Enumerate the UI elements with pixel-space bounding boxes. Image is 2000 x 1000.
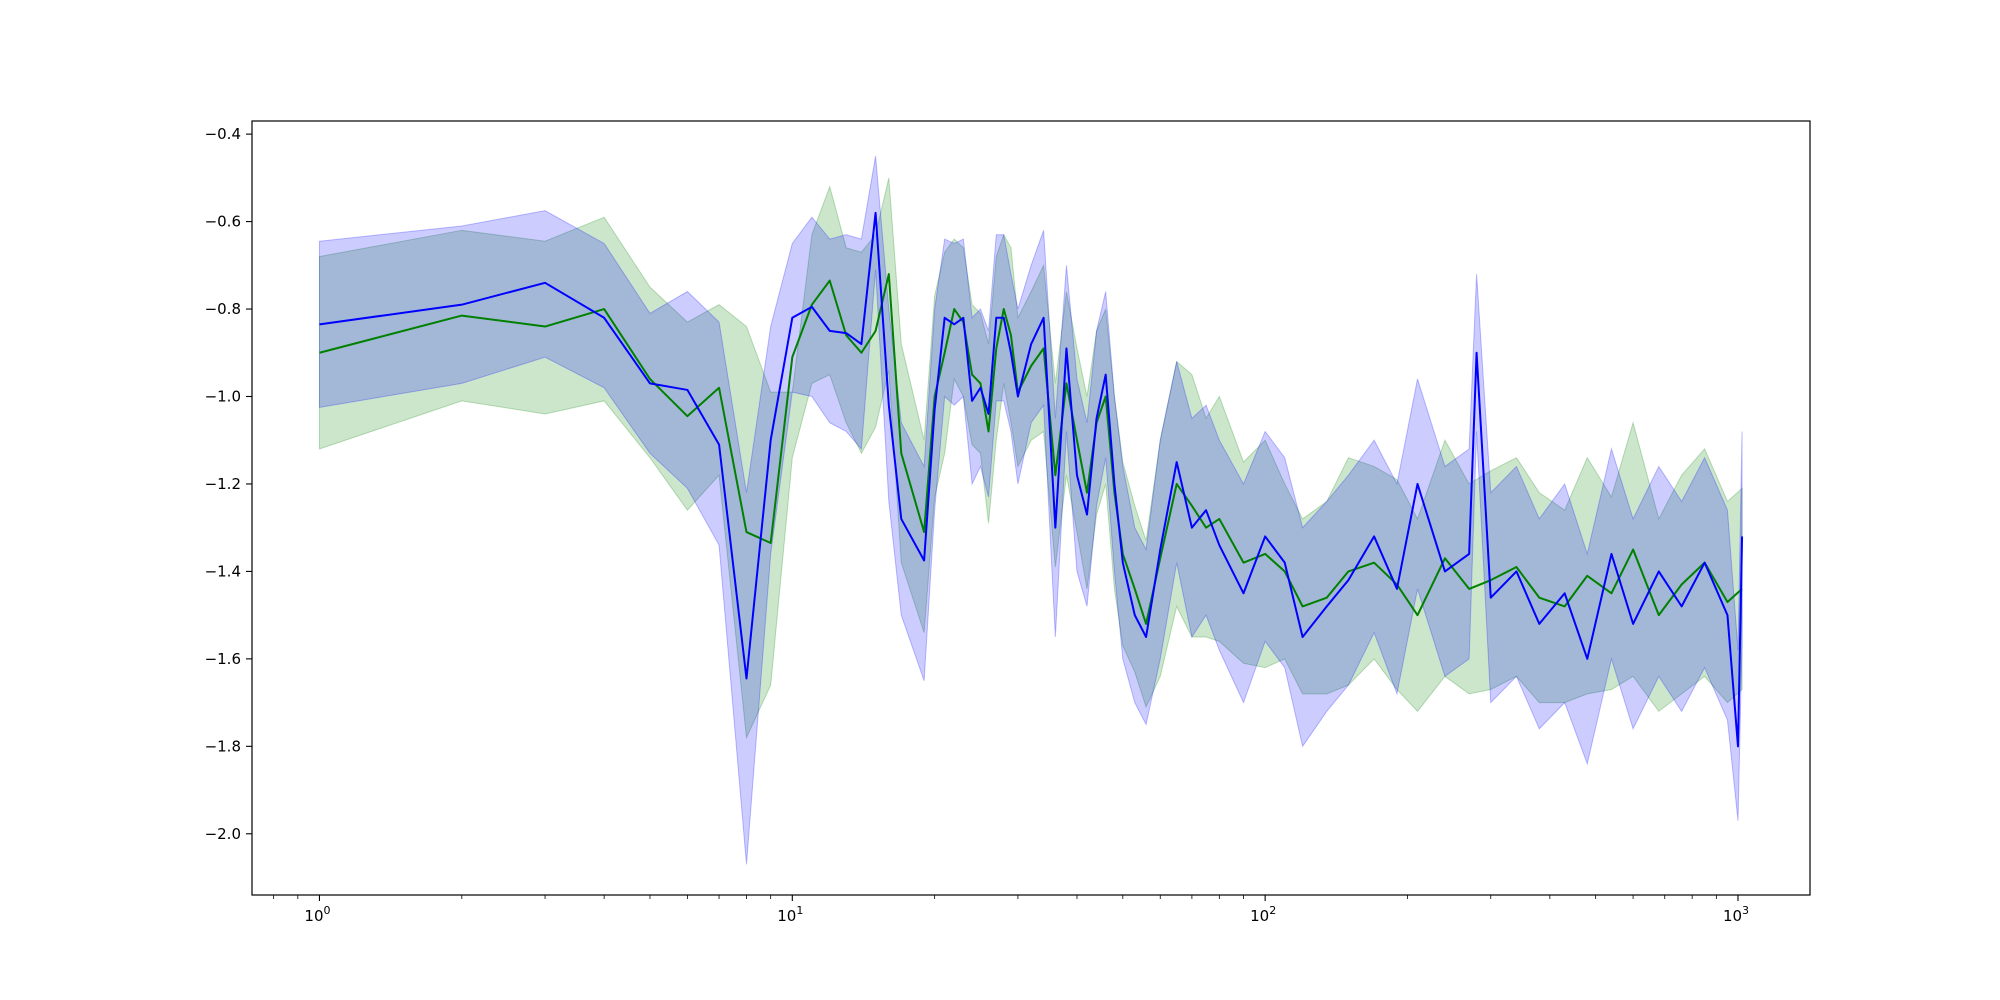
y-tick-label: −0.8 [205,300,241,318]
axes: −0.4 −0.6 −0.8 −1.0 −1.2 −1.4 −1.6 −1.8 −2.0 100 1… [205,120,1811,925]
y-tick-label: −2.0 [205,825,241,843]
y-tick-label: −1.2 [205,475,241,493]
y-tick-label: −1.8 [205,737,241,755]
y-tick-label: −0.6 [205,213,241,231]
plot-frame [251,120,1811,896]
x-tick-label: 100 [304,904,330,925]
y-tick-label: −1.0 [205,387,241,405]
x-tick-label: 102 [1250,904,1276,925]
series-lines [319,211,1744,748]
series-band-1 [318,155,1743,865]
y-tick-label: −1.6 [205,650,241,668]
x-tick-label: 101 [777,904,803,925]
x-tick-label: 103 [1723,904,1749,925]
series-line-1 [319,211,1744,748]
confidence-bands [318,155,1743,865]
y-tick-label: −1.4 [205,562,241,580]
y-tick-label: −0.4 [205,125,241,143]
series-band-0 [318,177,1743,740]
series-line-0 [319,273,1743,625]
